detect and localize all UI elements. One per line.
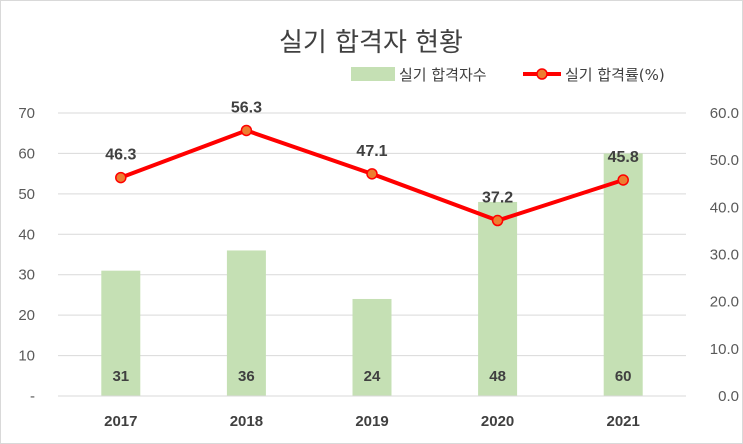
y-right-tick-label: 40.0: [710, 199, 739, 216]
line-marker: [366, 168, 378, 180]
line-data-label: 45.8: [608, 149, 639, 166]
y-left-tick-label: 20: [18, 307, 35, 324]
axes: - 10 20 30 40 50 60 70 0.0 10.0 20.0 30.0 40.0 50.0 60…: [18, 105, 739, 430]
line-series: 46.3 56.3 47.1 37.2 45.8: [105, 99, 639, 227]
bar-series: 31 36 24 48 60: [101, 153, 643, 396]
bar: [101, 270, 141, 396]
legend-swatch-bars: [351, 67, 395, 81]
line-marker: [491, 214, 504, 227]
bar-data-label: 31: [112, 368, 129, 385]
legend-swatch-marker: [536, 68, 548, 80]
y-left-tick-label: 50: [18, 186, 35, 203]
y-right-tick-label: 30.0: [710, 247, 739, 264]
legend-label-line: 실기 합격률(%): [565, 66, 665, 84]
x-tick-label: 2020: [481, 413, 514, 430]
y-left-tick-label: 10: [18, 348, 35, 365]
bar-data-label: 48: [489, 368, 506, 385]
x-tick-label: 2017: [104, 413, 137, 430]
x-tick-label: 2021: [607, 413, 640, 430]
y-left-tick-label: 30: [18, 267, 35, 284]
line-marker: [240, 124, 253, 137]
y-left-tick-label: 70: [18, 105, 35, 122]
line-data-label: 37.2: [482, 190, 513, 207]
chart-title: 실기 합격자 현황: [279, 28, 463, 58]
y-left-tick-label: 40: [18, 226, 35, 243]
x-tick-label: 2019: [355, 413, 388, 430]
bar: [352, 298, 392, 396]
y-right-tick-label: 60.0: [710, 105, 739, 122]
line-marker: [617, 174, 629, 186]
y-right-tick-label: 10.0: [710, 341, 739, 358]
line-data-label: 47.1: [356, 143, 387, 160]
legend-label-bars: 실기 합격자수: [399, 66, 487, 84]
x-tick-label: 2018: [230, 413, 263, 430]
bar: [603, 153, 643, 396]
bar-data-label: 60: [615, 368, 632, 385]
y-right-tick-label: 20.0: [710, 294, 739, 311]
bar: [478, 201, 518, 396]
y-right-tick-label: 0.0: [718, 388, 739, 405]
bar-data-label: 24: [364, 368, 381, 385]
line-data-label: 46.3: [105, 147, 136, 164]
legend: 실기 합격자수 실기 합격률(%): [351, 66, 665, 84]
line-marker: [115, 171, 127, 184]
y-right-tick-label: 50.0: [710, 152, 739, 169]
y-left-tick-label: 60: [18, 145, 35, 162]
bar-data-label: 36: [238, 368, 255, 385]
y-left-tick-label: -: [30, 388, 35, 405]
bar: [226, 250, 266, 396]
line-data-label: 56.3: [231, 99, 262, 116]
